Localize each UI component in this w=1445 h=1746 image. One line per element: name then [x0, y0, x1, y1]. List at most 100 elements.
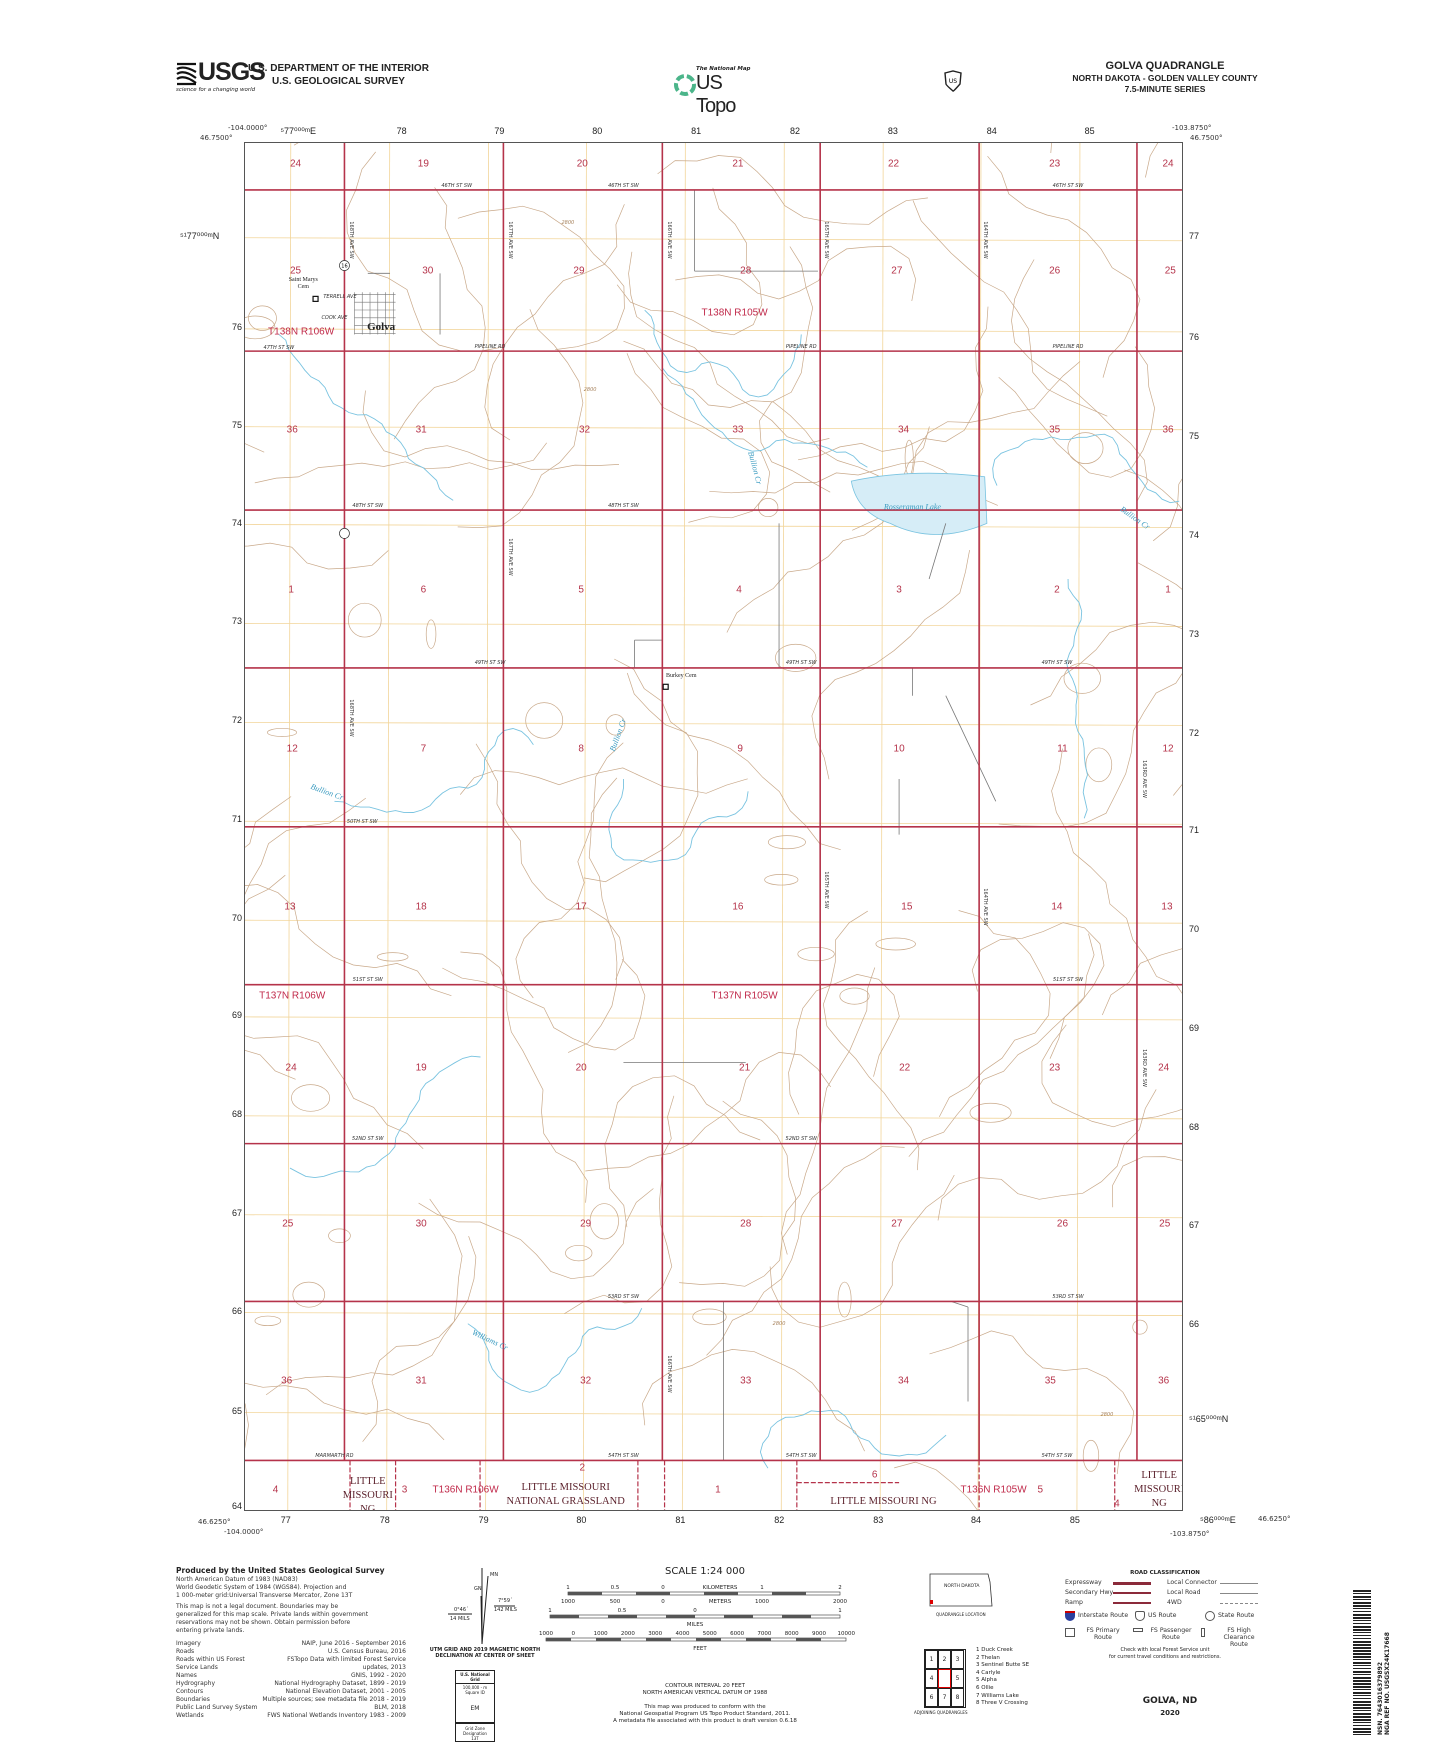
series: 7.5-MINUTE SERIES [1124, 84, 1206, 94]
easting-tick-bottom: 81 [675, 1515, 686, 1525]
source-value: National Elevation Dataset, 2001 - 2005 [285, 1688, 406, 1695]
barcode-bar [1353, 1686, 1371, 1688]
feet-scale-label: 5000 [703, 1631, 717, 1637]
forest-note-1: Check with local Forest Service unit [1120, 1647, 1210, 1653]
place-saint-marys-cem: Saint Marys Cem [288, 277, 318, 291]
easting-tick-top: 82 [790, 126, 801, 136]
barcode-bar [1353, 1656, 1371, 1658]
corner-bottom-left-lon: -104.0000° [224, 1528, 264, 1536]
barcode-bar [1353, 1590, 1371, 1592]
section-number: 21 [739, 1062, 751, 1074]
source-value: U.S. Census Bureau, 2016 [327, 1648, 406, 1655]
road-name-label: 167TH AVE SW [507, 538, 514, 576]
meter-scale-label: 1000 [561, 1599, 575, 1605]
map-linework: 16 [245, 143, 1182, 1510]
contour-info: CONTOUR INTERVAL 20 FEET NORTH AMERICAN … [540, 1683, 870, 1697]
state-route-16-icon [339, 528, 350, 539]
contour-lines [245, 143, 1182, 1510]
corner-top-left-lat: 46.7500° [200, 134, 233, 142]
lake-label: Rosseraman Lake [883, 502, 941, 512]
topographic-map[interactable]: 16 24 19 20 21 22 23 24 25 30 29 28 27 26 25 36 31 32 33 3… [244, 142, 1183, 1511]
section-number: 36 [1162, 424, 1174, 436]
datum-line: World Geodetic System of 1984 (WGS84). P… [176, 1584, 347, 1591]
km-scale-label: 1 [760, 1585, 764, 1591]
gn-label: GN [474, 1586, 482, 1592]
road-name-label: PIPELINE RD [1052, 343, 1084, 350]
section-number: 36 [286, 424, 298, 436]
credits-block: Produced by the United States Geological… [176, 1566, 406, 1720]
adjoining-caption: ADJOINING QUADRANGLES [914, 1710, 968, 1715]
northing-tick-right: 75 [1189, 430, 1200, 441]
source-row: Names GNIS, 1992 - 2020 [176, 1672, 406, 1680]
quad-name: GOLVA, ND [1142, 1696, 1198, 1706]
section-number: 25 [1164, 265, 1176, 277]
section-number: 26 [1049, 265, 1061, 277]
contour-elevation-label: 2800 [1100, 1411, 1114, 1418]
northing-tick-left: 71 [232, 814, 243, 825]
section-number: 22 [899, 1062, 911, 1074]
meter-scale-label: 2000 [833, 1599, 847, 1605]
conform-notes: This map was produced to conform with th… [540, 1704, 870, 1725]
northing-tick-left: ⁵¹77⁰⁰⁰ᵐN [180, 230, 220, 241]
road-name-label: 50TH ST SW [346, 819, 378, 826]
section-number: 16 [732, 901, 744, 913]
mile-scale-bar [549, 1614, 841, 1619]
section-number: 28 [740, 1218, 752, 1230]
barcode-bar [1353, 1602, 1371, 1604]
road-name-label: 54TH ST SW [785, 1452, 817, 1459]
source-name: Contours [176, 1688, 204, 1695]
declination-east-mils: 142 MILS [494, 1607, 517, 1613]
barcode-bar [1353, 1683, 1371, 1685]
source-value: NAIP, June 2016 - September 2016 [301, 1640, 406, 1647]
barcode-bar [1353, 1611, 1371, 1612]
section-number: 21 [732, 158, 744, 170]
barcode-bar [1353, 1719, 1371, 1721]
barcode-bar [1353, 1701, 1371, 1703]
square-id: EM [470, 1705, 480, 1712]
feet-scale-label: 6000 [730, 1631, 744, 1637]
scale-title: SCALE 1:24 000 [665, 1566, 745, 1577]
section-number: 18 [415, 901, 427, 913]
section-number: 13 [284, 901, 296, 913]
fs-route-label: FS High Clearance Route [1223, 1627, 1255, 1648]
road-name-label: COOK AVE [321, 314, 348, 321]
northing-tick-right: 70 [1189, 924, 1200, 935]
section-number: 30 [415, 1218, 427, 1230]
mn-label: MN [490, 1572, 499, 1578]
northing-tick-right: 73 [1189, 628, 1200, 639]
quad-location: NORTH DAKOTA QUADRANGLE LOCATION [928, 1572, 998, 1622]
datum-line: 1 000-meter grid:Universal Transverse Me… [176, 1592, 353, 1599]
feet-scale-label: 10000 [838, 1631, 856, 1637]
mile-scale-label: 1 [838, 1608, 842, 1614]
easting-tick-top: 80 [592, 126, 603, 136]
source-row: Hydrography National Hydrography Dataset,… [176, 1680, 406, 1688]
feet-scale-bar [545, 1637, 847, 1642]
road-name-label: 51ST ST SW [352, 977, 383, 984]
declination-caption-1: UTM GRID AND 2019 MAGNETIC NORTH [429, 1647, 541, 1653]
barcode-bar [1353, 1665, 1371, 1666]
national-grassland-label: LITTLE MISSOURI NG [830, 1495, 936, 1509]
section-number: 34 [897, 1375, 910, 1387]
section-number: 12 [286, 743, 298, 755]
quad-location-caption: QUADRANGLE LOCATION [936, 1612, 986, 1617]
local-roads [367, 189, 997, 1461]
section-number: 1 [288, 584, 294, 596]
easting-tick-bottom: ⁵86⁰⁰⁰ᵐE [1200, 1515, 1236, 1525]
road-classification: ROAD CLASSIFICATION Expressway Secondary … [1065, 1570, 1265, 1660]
section-number: 36 [281, 1375, 293, 1387]
northing-tick-right: 72 [1189, 727, 1200, 738]
road-name-label: 168TH AVE SW [348, 221, 355, 259]
section-number: 23 [1049, 158, 1061, 170]
barcode-bar [1353, 1596, 1371, 1598]
source-name: Hydrography [176, 1680, 215, 1687]
source-name: Boundaries [176, 1696, 210, 1703]
barcode-bar [1353, 1608, 1371, 1609]
grassland-label-line: MISSOURI [342, 1489, 393, 1501]
meter-scale-label: 500 [610, 1599, 621, 1605]
barcode-bar [1353, 1710, 1371, 1711]
section-number: 27 [891, 1218, 903, 1230]
legal-line: This map is not a legal document. Bounda… [176, 1603, 339, 1610]
barcode-icon [1353, 1590, 1371, 1735]
barcode-bar [1353, 1641, 1371, 1643]
